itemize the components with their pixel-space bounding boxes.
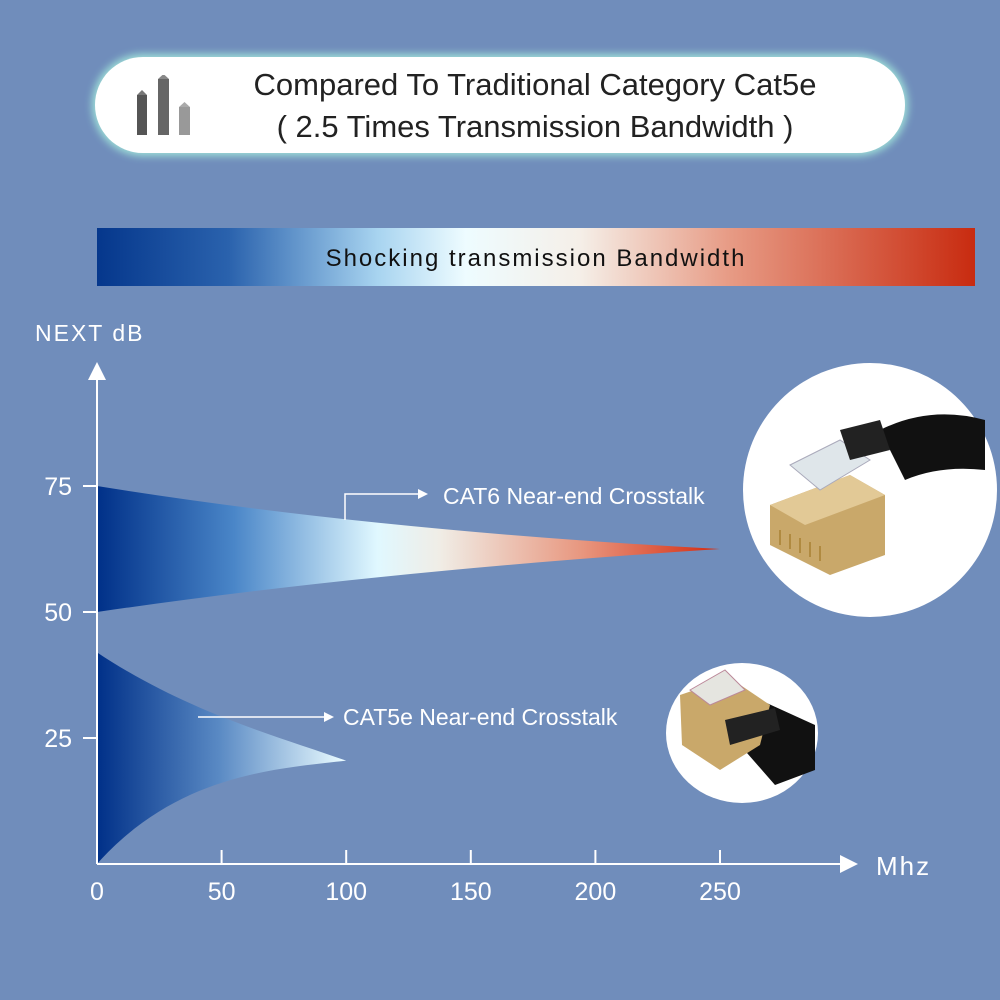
cat5e-series-label: CAT5e Near-end Crosstalk	[343, 704, 618, 730]
y-tick-label: 75	[44, 473, 72, 501]
banner-label: Shocking transmission Bandwidth	[325, 245, 747, 272]
x-axis-arrow-icon	[840, 855, 858, 873]
cat6-arrowhead-icon	[418, 489, 428, 499]
x-tick-label: 250	[699, 878, 741, 906]
gradient-banner: Shocking transmission Bandwidth	[97, 228, 975, 286]
cat6-crosstalk-area	[97, 486, 720, 612]
cat6-arrow	[344, 493, 418, 520]
x-tick-label: 0	[90, 878, 104, 906]
y-tick-label: 50	[44, 599, 72, 627]
annotation-arrows	[198, 493, 418, 718]
x-tick-label: 200	[575, 878, 617, 906]
title-banner: Compared To Traditional Category Cat5e (…	[95, 57, 905, 153]
x-tick-label: 100	[325, 878, 367, 906]
x-axis-label: Mhz	[876, 851, 931, 881]
title-line-2: ( 2.5 Times Transmission Bandwidth )	[276, 109, 794, 144]
y-axis-arrow-icon	[88, 362, 106, 380]
y-tick-label: 25	[44, 725, 72, 753]
cat5e-arrowhead-icon	[324, 712, 334, 722]
title-line-1: Compared To Traditional Category Cat5e	[253, 67, 817, 102]
y-axis-label: NEXT dB	[35, 320, 144, 346]
cat5e-crosstalk-area	[97, 652, 347, 864]
x-tick-label: 50	[208, 878, 236, 906]
cat5e-connector-image	[666, 663, 818, 803]
bar-chart-icon	[137, 75, 190, 135]
cat6-connector-image	[743, 363, 997, 617]
x-tick-label: 150	[450, 878, 492, 906]
cat6-series-label: CAT6 Near-end Crosstalk	[443, 483, 705, 509]
